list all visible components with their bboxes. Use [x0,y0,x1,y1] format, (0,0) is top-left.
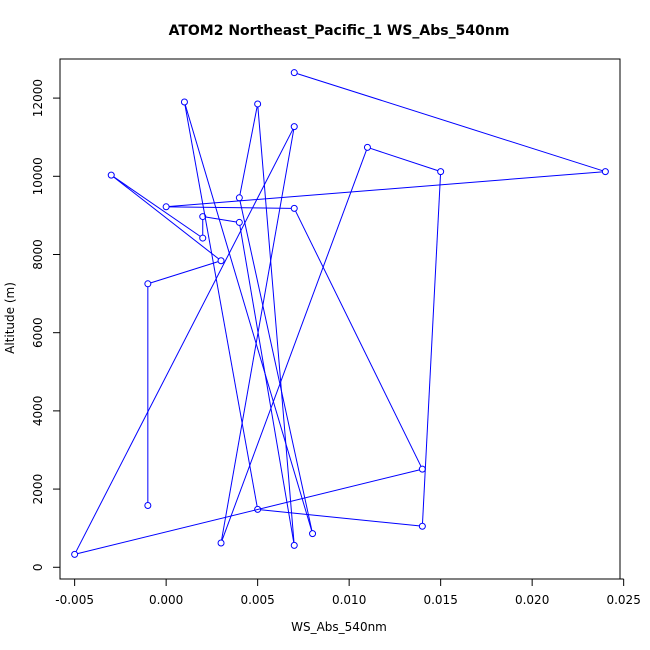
series-segment [260,509,420,527]
series-segment [184,104,258,507]
data-point [290,69,298,77]
data-point [71,550,79,558]
data-point [199,234,207,242]
data-point [290,204,298,212]
series-segment [239,106,258,195]
y-tick-label: 4000 [31,396,45,427]
series-segment [75,129,294,552]
y-tick-label: 6000 [31,317,45,348]
series-segment [239,225,295,543]
x-axis-label: WS_Abs_540nm [291,620,387,634]
x-tick-label: -0.005 [55,593,94,607]
data-point [144,280,152,288]
data-point [309,530,317,538]
data-point [290,123,298,131]
y-tick-label: 0 [31,563,45,571]
series-segment [77,469,420,555]
series-segment [239,200,313,531]
x-tick-label: 0.010 [332,593,366,607]
y-axis: 0 2000 4000 6000 8000 10000 12000 [31,79,61,571]
series-segment [205,216,237,223]
data-point [235,218,243,226]
data-point [162,203,170,211]
series-segment [113,176,219,260]
series-segment [221,129,295,541]
data-point [235,194,243,202]
series-segment [169,171,603,208]
x-tick-label: 0.025 [606,593,640,607]
series-segment [295,210,422,467]
chart-title: ATOM2 Northeast_Pacific_1 WS_Abs_540nm [169,23,510,39]
data-point [217,257,225,265]
data-point [199,213,207,221]
series-segment [257,106,295,543]
series-segment [184,104,313,531]
y-tick-label: 8000 [31,239,45,270]
data-point [254,505,262,513]
series-segment [113,176,201,237]
data-point [180,98,188,106]
y-tick-label: 2000 [31,474,45,505]
series-segment [370,147,438,172]
x-tick-label: 0.000 [149,593,183,607]
x-tick-label: 0.020 [515,593,549,607]
data-point [418,522,426,530]
series-segment [150,261,219,284]
data-point [217,539,225,547]
series-segment [296,73,603,172]
data-point [144,501,152,509]
data-point [290,541,298,549]
data-point [363,143,371,151]
series-lines [75,73,603,555]
data-point [254,100,262,108]
series-segment [221,150,367,541]
data-point [437,168,445,176]
y-tick-label: 10000 [31,157,45,195]
y-tick-label: 12000 [31,79,45,117]
data-point [601,168,609,176]
x-axis: -0.005 0.000 0.005 0.010 0.015 0.020 0.025 [55,578,641,607]
series-segment [422,174,441,524]
series-segment [169,206,292,209]
y-axis-label: Altitude (m) [3,282,17,354]
series-points [71,69,609,558]
data-point [107,171,115,179]
x-tick-label: 0.005 [240,593,274,607]
data-point [418,465,426,473]
x-tick-label: 0.015 [423,593,457,607]
